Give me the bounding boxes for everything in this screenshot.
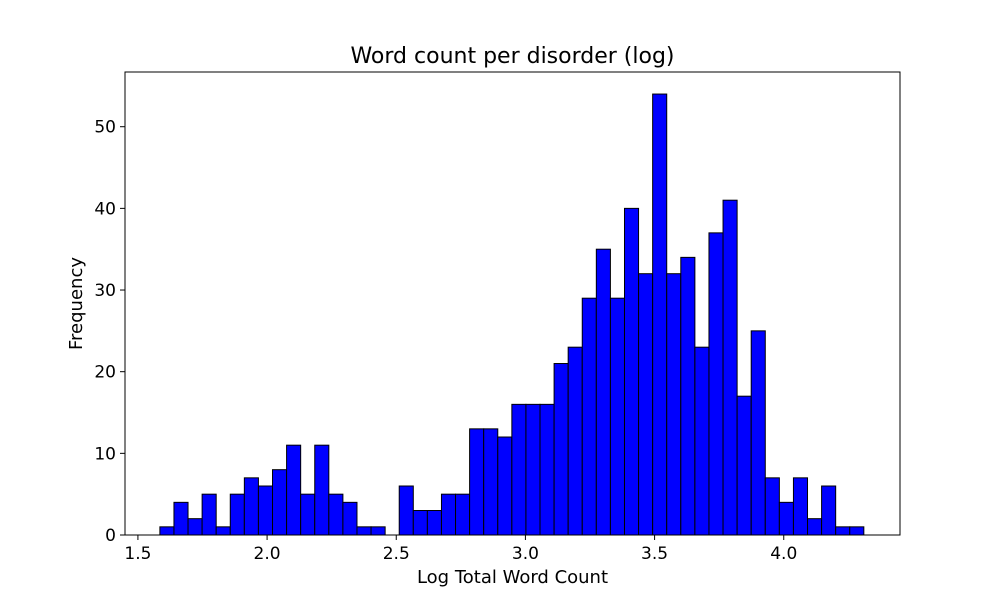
histogram-bar xyxy=(511,403,527,536)
histogram-bar xyxy=(764,477,780,536)
histogram-bar xyxy=(257,485,274,536)
histogram-bar xyxy=(398,485,414,536)
bars-group xyxy=(159,93,865,536)
x-tick-label: 2.0 xyxy=(254,544,281,564)
histogram-bar xyxy=(159,526,175,536)
histogram-bar xyxy=(342,501,358,536)
histogram-bar xyxy=(497,436,513,536)
histogram-bar xyxy=(525,403,541,536)
x-axis-ticks: 1.5 2.0 2.5 3.0 3.5 4.0 xyxy=(124,535,797,564)
x-tick-label: 2.5 xyxy=(383,544,410,564)
histogram-bar xyxy=(849,526,865,536)
x-tick-label: 3.5 xyxy=(641,544,668,564)
histogram-bar xyxy=(187,518,203,536)
histogram-bar xyxy=(314,444,330,536)
y-axis-label: Frequency xyxy=(66,257,87,350)
histogram-bar xyxy=(722,199,738,536)
histogram-bar xyxy=(370,526,386,536)
histogram-bar xyxy=(412,510,428,536)
histogram-bar xyxy=(680,256,696,536)
chart-title: Word count per disorder (log) xyxy=(350,44,674,69)
histogram-bar xyxy=(609,297,625,536)
histogram-bar xyxy=(623,207,640,536)
histogram-bar xyxy=(736,395,752,536)
histogram-bar xyxy=(426,510,442,536)
histogram-bar xyxy=(835,526,851,536)
histogram-bar xyxy=(215,526,231,536)
histogram-bar xyxy=(821,485,837,536)
plot-frame xyxy=(124,71,901,536)
histogram-bar xyxy=(595,248,611,536)
x-tick-label: 4.0 xyxy=(770,544,797,564)
histogram-bar xyxy=(201,493,217,536)
y-tick-label: 40 xyxy=(94,199,116,219)
histogram-bar xyxy=(666,273,682,536)
histogram-bar xyxy=(440,493,457,536)
histogram-bar xyxy=(173,501,189,536)
histogram-bar xyxy=(469,428,485,536)
histogram-bar xyxy=(328,493,344,536)
histogram-bar xyxy=(652,93,668,536)
y-tick-label: 0 xyxy=(105,526,116,546)
histogram-bar xyxy=(553,363,569,536)
y-axis-ticks: 0 10 20 30 40 50 xyxy=(94,118,125,546)
histogram-bar xyxy=(581,297,597,536)
histogram-bar xyxy=(778,501,794,536)
histogram-bar xyxy=(229,493,245,536)
x-tick-label: 3.0 xyxy=(512,544,539,564)
histogram-bar xyxy=(300,493,316,536)
histogram-bar xyxy=(483,428,499,536)
histogram-bar xyxy=(272,469,288,536)
histogram-bar xyxy=(243,477,259,536)
histogram-bar xyxy=(694,346,710,536)
y-tick-label: 20 xyxy=(94,363,116,383)
histogram-bar xyxy=(638,273,654,536)
histogram-bar xyxy=(455,493,471,536)
x-tick-label: 1.5 xyxy=(124,544,151,564)
histogram-bar xyxy=(539,403,555,536)
histogram-bar xyxy=(807,518,823,536)
y-tick-label: 50 xyxy=(94,118,116,138)
histogram-bar xyxy=(286,444,302,536)
histogram-bar xyxy=(708,232,724,536)
histogram-bar xyxy=(356,526,372,536)
x-axis-label: Log Total Word Count xyxy=(417,567,608,588)
y-tick-label: 10 xyxy=(94,444,116,464)
histogram-bar xyxy=(567,346,583,536)
y-tick-label: 30 xyxy=(94,281,116,301)
histogram-bar xyxy=(792,477,809,536)
histogram-bar xyxy=(750,330,766,536)
